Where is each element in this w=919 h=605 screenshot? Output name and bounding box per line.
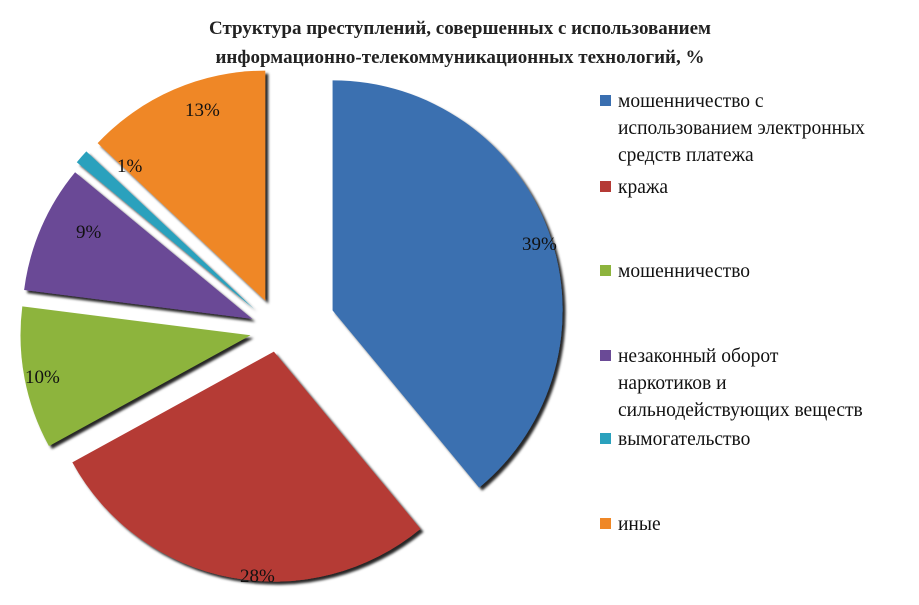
chart-title-line-2: информационно-телекоммуникационных техно… xyxy=(215,47,705,68)
legend-label: вымогательство xyxy=(618,426,750,453)
legend-swatch xyxy=(600,181,611,192)
legend-item: вымогательство xyxy=(600,426,750,453)
legend-label-line: сильнодействующих веществ xyxy=(618,400,863,421)
pie-slice-label-6: 13% xyxy=(185,100,220,121)
legend-item: иные xyxy=(600,511,661,538)
legend-swatch xyxy=(600,518,611,529)
legend-swatch xyxy=(600,265,611,276)
chart-title: Структура преступлений, совершенных с ис… xyxy=(120,14,800,72)
pie-slice-label-2: 28% xyxy=(240,566,275,587)
chart-title-line-1: Структура преступлений, совершенных с ис… xyxy=(209,18,711,39)
pie-slice-1: мошенничество с использованием электронн… xyxy=(332,80,563,488)
legend-swatch xyxy=(600,350,611,361)
legend-item: кража xyxy=(600,174,668,201)
legend-label: мошенничество с использованием электронны… xyxy=(618,88,865,169)
pie-slice-label-1: 39% xyxy=(522,234,557,255)
legend-label-line: иные xyxy=(618,514,661,535)
pie-slice-2: кража xyxy=(72,351,421,582)
legend-label: мошенничество xyxy=(618,258,750,285)
legend-label-line: использованием электронных xyxy=(618,118,865,139)
legend-label: кража xyxy=(618,174,668,201)
pie-slice-6: иные xyxy=(97,70,266,301)
legend-label-line: мошенничество с xyxy=(618,91,764,112)
legend-item: мошенничество xyxy=(600,258,750,285)
legend-swatch xyxy=(600,95,611,106)
pie-slice-label-4: 9% xyxy=(76,222,102,243)
legend-label-line: кража xyxy=(618,177,669,198)
legend-label: незаконный оборот наркотиков и сильнодейст… xyxy=(618,343,863,424)
pie-slice-4: незаконный оборот наркотиков и сильнодей… xyxy=(24,172,253,319)
legend-swatch xyxy=(600,433,611,444)
pie-slice-label-3: 10% xyxy=(25,367,60,388)
pie-slices: мошенничество с использованием электронн… xyxy=(20,70,563,582)
legend-label-line: наркотиков и xyxy=(618,373,727,394)
legend-label-line: вымогательство xyxy=(618,429,751,450)
legend-item: незаконный оборот наркотиков и сильнодейст… xyxy=(600,343,863,424)
pie-slice-3: мошенничество xyxy=(20,306,251,447)
legend-label-line: мошенничество xyxy=(618,261,751,282)
legend-item: мошенничество с использованием электронны… xyxy=(600,88,865,169)
pie-slice-5: вымогательство xyxy=(76,151,254,309)
pie-percent-labels: 39% 28% 10% 9% 1% 13% xyxy=(25,100,557,587)
pie-slice-label-5: 1% xyxy=(117,156,143,177)
legend-label: иные xyxy=(618,511,661,538)
legend-label-line: средств платежа xyxy=(618,145,754,166)
legend-label-line: незаконный оборот xyxy=(618,346,779,367)
